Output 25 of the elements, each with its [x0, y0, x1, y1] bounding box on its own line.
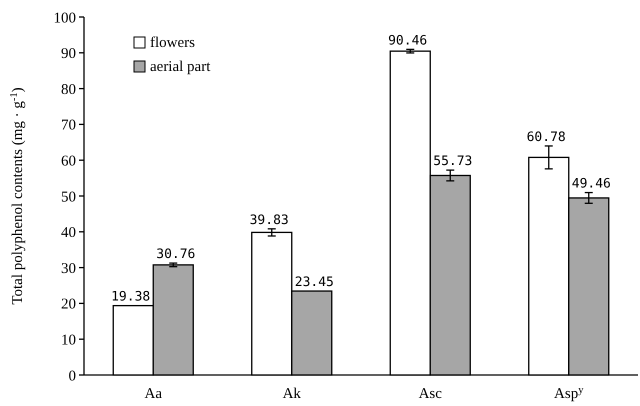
y-tick-label: 80: [61, 82, 76, 98]
y-tick-label: 20: [61, 296, 76, 313]
y-tick-label: 50: [61, 189, 76, 206]
x-tick-label: Ak: [282, 386, 302, 402]
data-label: 60.78: [526, 130, 566, 145]
x-tick-label: Asc: [418, 386, 442, 402]
y-tick-label: 70: [61, 118, 76, 134]
data-label: 23.45: [294, 275, 334, 290]
x-tick-label: Aa: [144, 386, 162, 402]
x-tick-label: Asp$^{y}$: [554, 384, 584, 402]
data-label: 30.76: [156, 247, 196, 262]
data-label: 90.46: [388, 33, 428, 48]
y-tick-label: 0: [68, 368, 76, 384]
data-label: 49.46: [572, 176, 611, 192]
data-label: 55.73: [433, 154, 472, 170]
y-tick-label: 30: [61, 260, 76, 277]
legend-label: aerial part: [150, 59, 212, 75]
data-label: 19.38: [111, 290, 150, 305]
y-tick-label: 10: [61, 332, 76, 348]
data-label: 39.83: [250, 212, 289, 228]
y-tick-label: 60: [61, 153, 76, 170]
y-tick-label: 40: [61, 225, 76, 242]
y-tick-label: 90: [61, 46, 76, 62]
y-tick-label: 100: [54, 10, 76, 26]
legend-label: flowers: [150, 35, 196, 51]
